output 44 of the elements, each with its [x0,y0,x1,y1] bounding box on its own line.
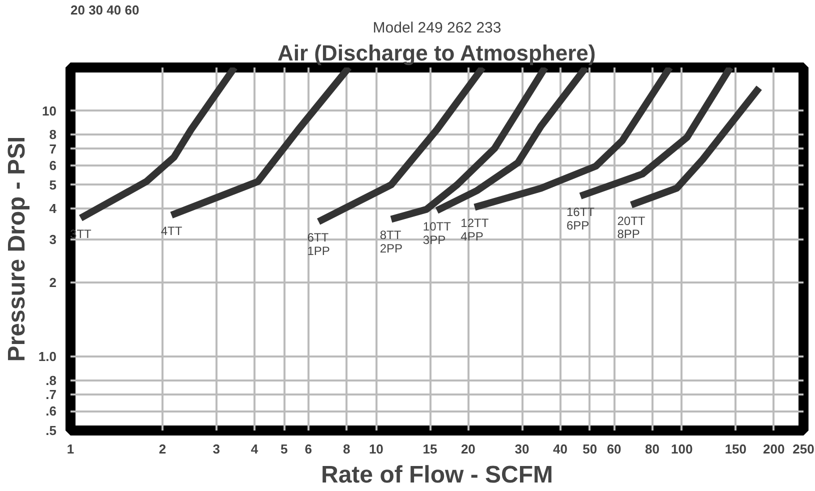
y-tick-label: 7 [49,141,57,156]
y-tick-label: 2 [49,275,57,290]
x-tick-label: 200 [763,442,785,456]
x-tick-label: 15 [422,442,438,456]
y-tick-label: 3 [49,232,57,247]
y-tick-label: 8 [49,127,57,142]
series-label: 4TT [160,224,183,238]
x-tick-label: 10 [368,442,384,456]
x-tick-label: 40 [552,442,568,456]
x-axis-title: Rate of Flow - SCFM [321,462,553,488]
y-tick-label: .5 [46,423,56,438]
x-tick-label: 1 [66,442,74,456]
y-tick-label: .8 [46,372,56,388]
series-label: 6TT 1PP [307,230,330,258]
x-tick-label: 250 [792,442,814,456]
x-tick-label: 4 [250,442,259,456]
series-label: 16TT 6PP [566,204,596,232]
series-label: 8TT 2PP [380,228,403,256]
x-tick-label: 60 [606,442,622,456]
y-axis-title: Pressure Drop - PSI [3,136,30,362]
x-tick-label: 2 [158,442,166,456]
y-tick-label: 10 [42,103,57,118]
y-tick-label: 5 [49,177,57,192]
text: 20 30 40 60 [70,2,140,18]
x-tick-label: 5 [280,442,288,456]
x-tick-label: 3 [212,442,220,456]
chart-title: Air (Discharge to Atmosphere) [277,40,596,66]
y-tick-label: .7 [46,387,56,402]
y-tick-label: 6 [49,158,57,173]
x-tick-label: 8 [342,442,350,456]
y-tick-label: .6 [46,404,56,419]
x-tick-label: 50 [582,442,598,456]
y-tick-label: 4 [49,201,58,216]
x-tick-label: 20 [460,442,476,456]
x-tick-label: 80 [645,442,660,456]
y-tick-label: 1.0 [38,349,57,364]
series-label: 12TT 4PP [460,216,490,244]
x-tick-label: 100 [671,442,693,456]
x-tick-label: 6 [304,442,312,456]
series-label: 20TT 8PP [617,214,646,242]
x-tick-label: 150 [724,442,747,456]
chart-subtitle: Model 249 262 233 [372,20,502,36]
x-tick-label: 30 [514,442,530,456]
series-label: 10TT 3PP [422,219,452,247]
